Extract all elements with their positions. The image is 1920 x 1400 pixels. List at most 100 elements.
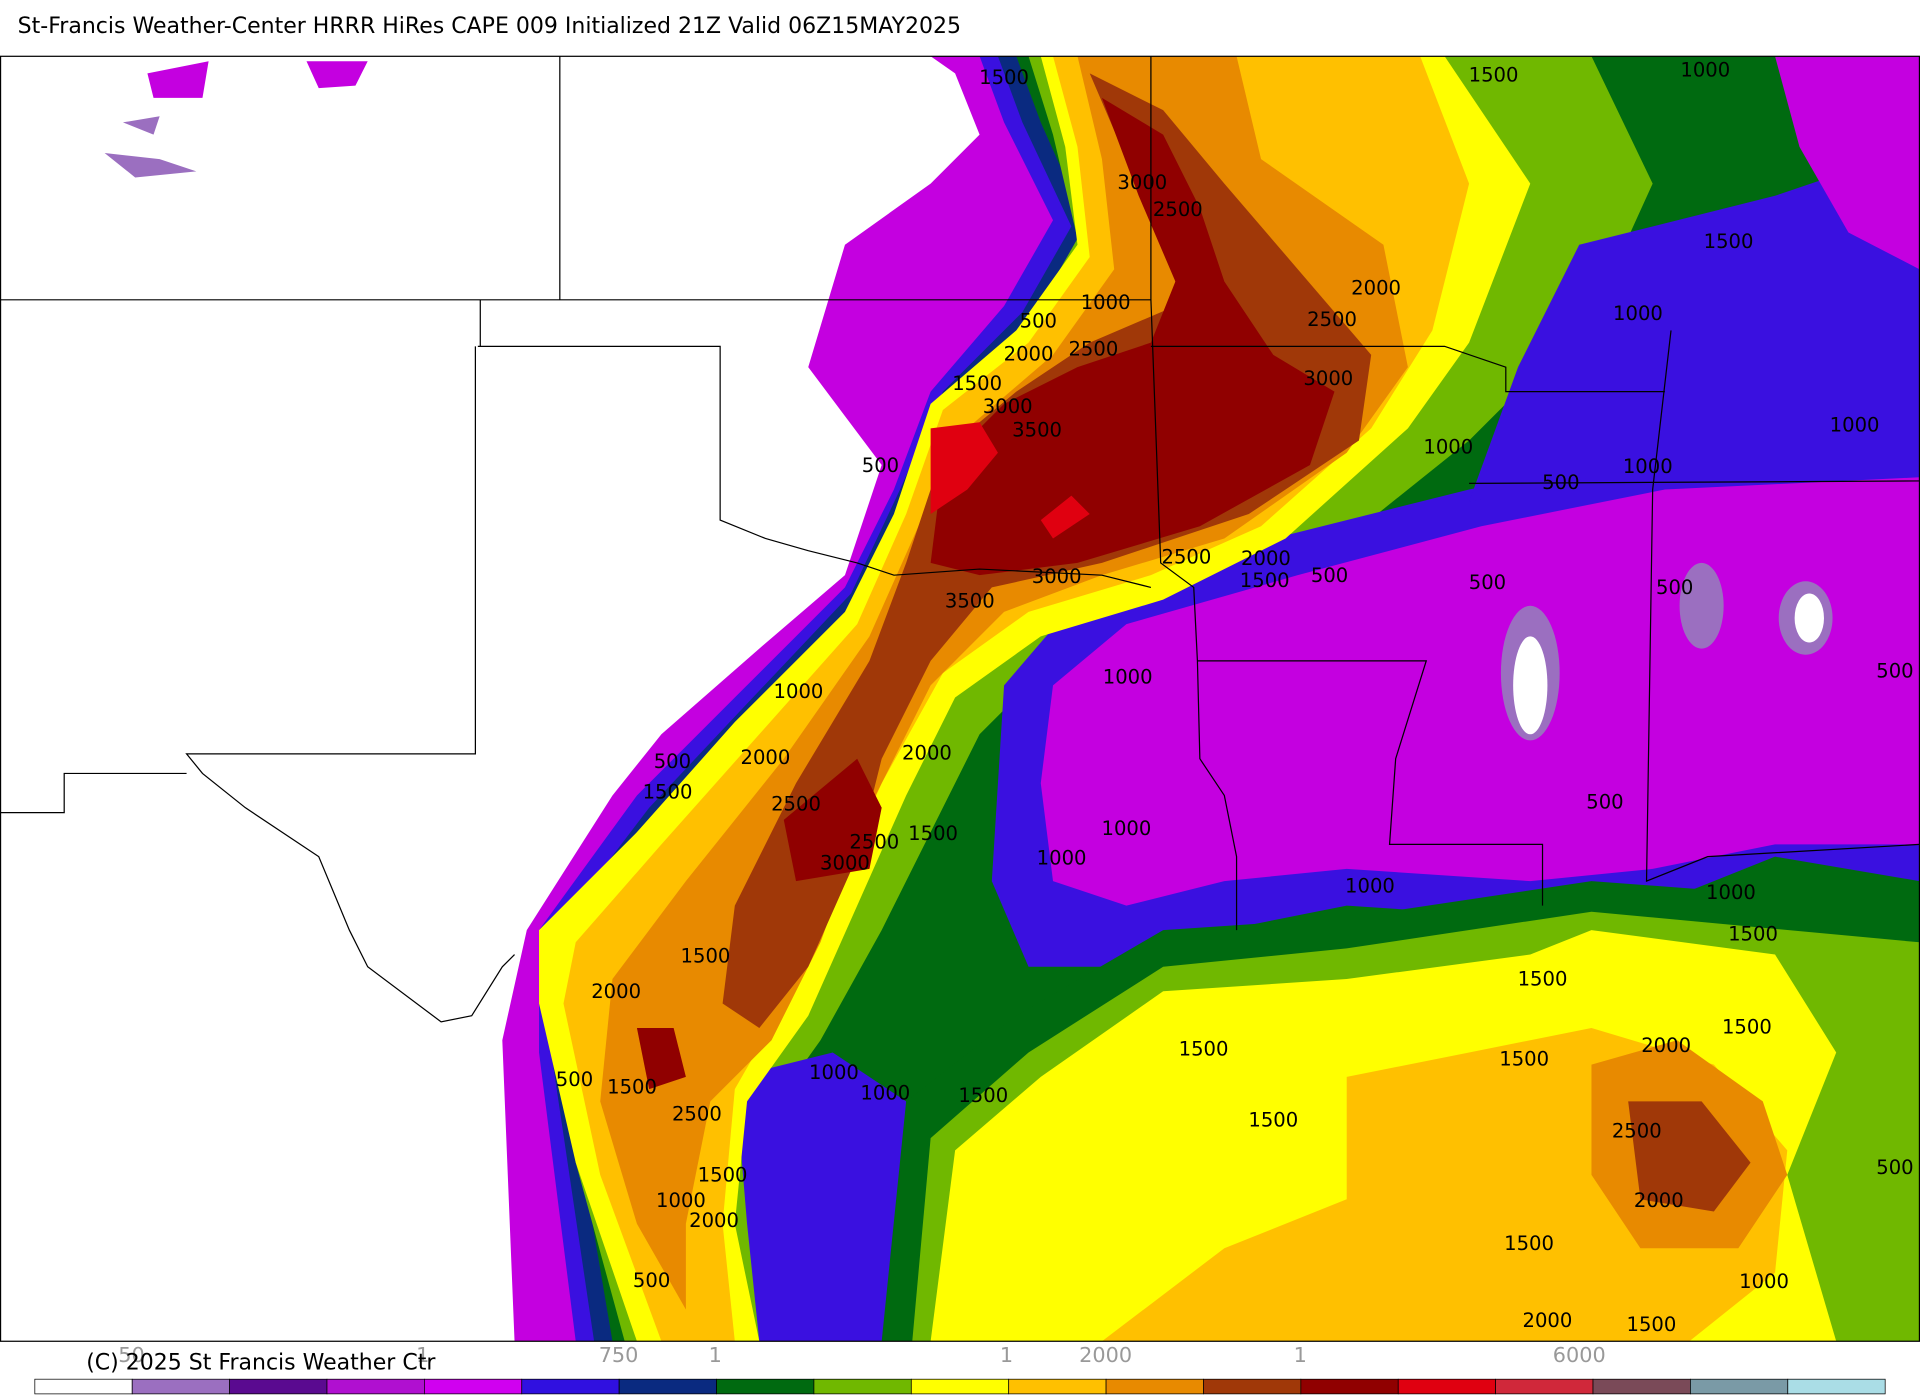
contour-label: 500 [556, 1068, 593, 1091]
contour-label: 500 [1020, 309, 1057, 332]
colorbar-label: 1 [1294, 1343, 1307, 1367]
contour-label: 1000 [1102, 817, 1152, 840]
contour-label: 1500 [1240, 569, 1290, 592]
contour-label: 2000 [741, 746, 791, 769]
contour-label: 500 [1876, 659, 1913, 682]
contour-label: 1500 [1499, 1047, 1549, 1070]
contour-label: 500 [1469, 571, 1506, 594]
cape-area [1040, 495, 1090, 539]
contour-label: 1500 [1627, 1313, 1677, 1336]
contour-label: 500 [1311, 564, 1348, 587]
contour-label: 1000 [1103, 665, 1153, 688]
colorbar-swatch [424, 1378, 523, 1395]
contour-label: 3000 [820, 851, 870, 874]
map-frame [0, 55, 1920, 1342]
colorbar-swatch [1008, 1378, 1107, 1395]
colorbar-swatch [1397, 1378, 1496, 1395]
contour-label: 1500 [1722, 1015, 1772, 1038]
contour-label: 1500 [681, 944, 731, 967]
borders [0, 56, 1920, 1023]
contour-label: 1500 [1179, 1038, 1229, 1061]
colorbar-label: 6000 [1553, 1343, 1606, 1367]
contour-label: 3500 [1012, 418, 1062, 441]
colorbar-label: 750 [599, 1343, 639, 1367]
contour-label: 1500 [979, 66, 1029, 89]
contour-label: 2000 [1351, 276, 1401, 299]
contour-label: 1500 [1518, 968, 1568, 991]
contour-label: 500 [1542, 471, 1579, 494]
contour-label: 3000 [1303, 367, 1353, 390]
cape-area [1679, 562, 1724, 649]
contour-label: 1500 [908, 822, 958, 845]
cape-area [1513, 636, 1548, 735]
colorbar-swatch [131, 1378, 230, 1395]
contour-label: 2000 [1641, 1034, 1691, 1057]
contour-label: 1500 [958, 1084, 1008, 1107]
contour-label: 2000 [1522, 1309, 1572, 1332]
contour-label: 1500 [643, 781, 693, 804]
contour-label: 1500 [607, 1075, 657, 1098]
contour-label: 1000 [860, 1082, 910, 1105]
contour-label: 3000 [1032, 565, 1082, 588]
colorbar-swatch [618, 1378, 717, 1395]
colorbar-swatch [1690, 1378, 1789, 1395]
contour-label: 2500 [1307, 308, 1357, 331]
contour-label: 1500 [1469, 63, 1519, 86]
cape-fill [104, 56, 1920, 1342]
colorbar-swatch [1105, 1378, 1204, 1395]
colorbar-swatch [1300, 1378, 1399, 1395]
contour-label: 2500 [849, 831, 899, 854]
contour-label: 1500 [698, 1164, 748, 1187]
cape-area [1794, 593, 1824, 643]
colorbar-swatch [1203, 1378, 1302, 1395]
contour-label: 1500 [1704, 230, 1754, 253]
contour-label: 2000 [902, 741, 952, 764]
contour-label: 2000 [1241, 547, 1291, 570]
contour-label: 1000 [1830, 413, 1880, 436]
cape-area [636, 1027, 686, 1090]
contour-label: 3000 [983, 395, 1033, 418]
cape-area [783, 758, 882, 882]
contour-label: 2500 [1153, 198, 1203, 221]
contour-label: 2500 [672, 1102, 722, 1125]
colorbar-swatch [521, 1378, 620, 1395]
contour-label: 1000 [1680, 58, 1730, 81]
cape-area [1775, 56, 1920, 270]
colorbar-swatch [1495, 1378, 1594, 1395]
contour-label: 500 [1656, 576, 1693, 599]
contour-label: 2500 [1068, 338, 1118, 361]
contour-label: 2000 [1004, 342, 1054, 365]
contour-label: 500 [1876, 1156, 1913, 1179]
contour-label: 2000 [689, 1209, 739, 1232]
copyright: (C) 2025 St Francis Weather Ctr [86, 1350, 436, 1375]
state-border [1645, 330, 1920, 883]
colorbar: 50 1 750 1 1 2000 1 6000 [34, 1343, 1886, 1395]
contour-label: 500 [1586, 790, 1623, 813]
colorbar-swatch [813, 1378, 912, 1395]
cape-area [1469, 146, 1920, 502]
contour-label: 3000 [1117, 171, 1167, 194]
contour-label: 1000 [1081, 291, 1131, 314]
colorbar-label: 2000 [1079, 1343, 1132, 1367]
colorbar-swatch [1787, 1378, 1886, 1395]
contour-label: 2500 [1612, 1119, 1662, 1142]
colorbar-swatch [229, 1378, 328, 1395]
cape-area [122, 116, 160, 135]
contour-label: 1000 [1623, 455, 1673, 478]
state-border [0, 772, 187, 814]
contour-label: 1500 [952, 372, 1002, 395]
cape-area [104, 152, 197, 178]
state-border [1197, 660, 1544, 906]
colorbar-label: 1 [1000, 1343, 1013, 1367]
contour-label: 1000 [774, 680, 824, 703]
contour-label: 500 [654, 750, 691, 773]
contour-label: 1500 [1248, 1108, 1298, 1131]
contour-label: 500 [633, 1269, 670, 1292]
colorbar-swatch [326, 1378, 425, 1395]
state-border [1469, 480, 1920, 485]
contour-label: 1000 [809, 1061, 859, 1084]
